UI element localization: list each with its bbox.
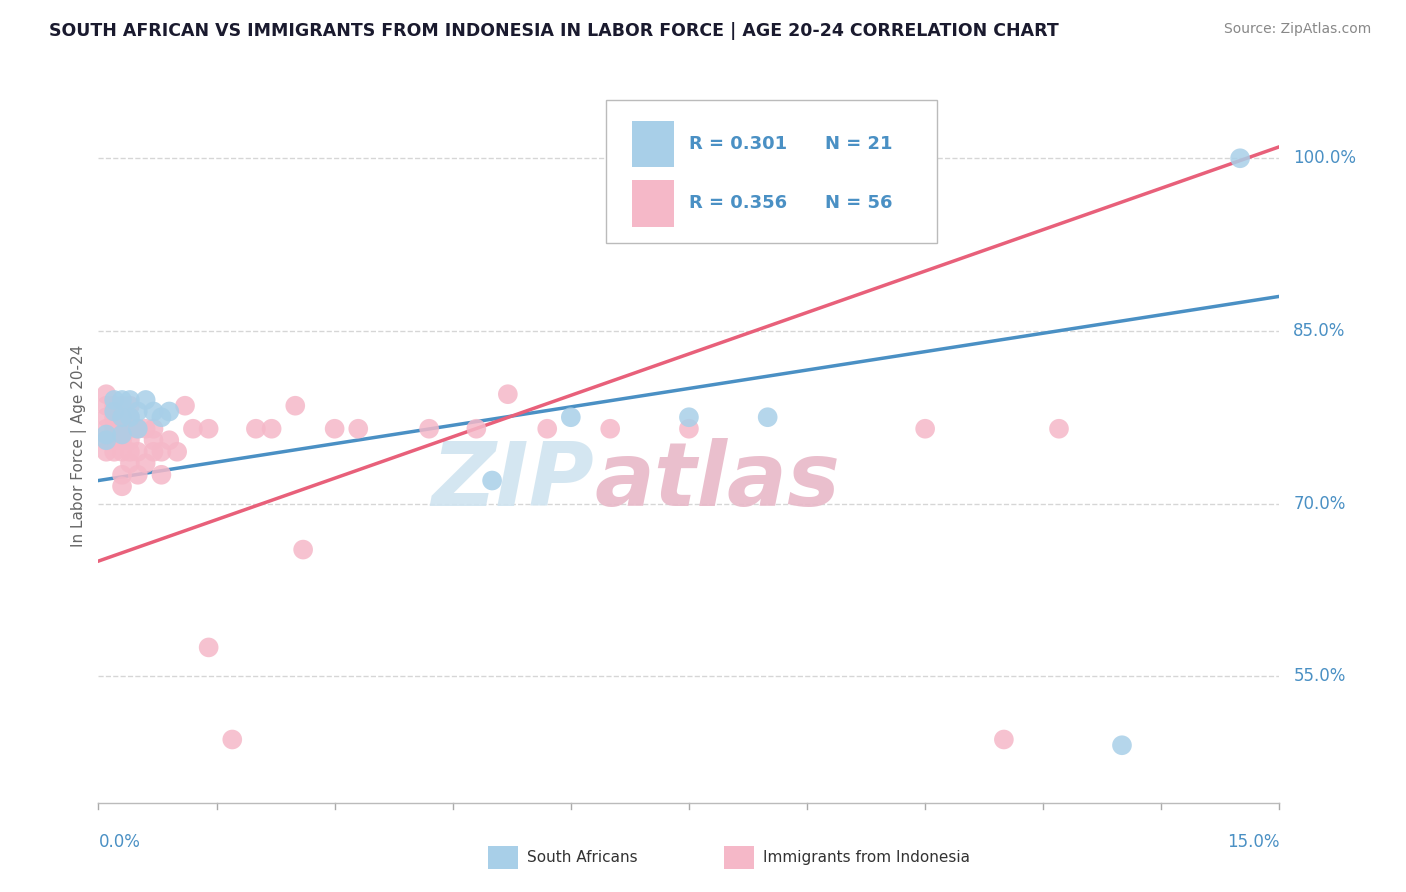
- Point: [496, 387, 519, 401]
- Point: [1047, 422, 1070, 436]
- Point: [111, 422, 134, 436]
- Point: [418, 422, 440, 436]
- Point: [111, 434, 134, 448]
- Point: [260, 422, 283, 436]
- Point: [103, 404, 125, 418]
- Point: [221, 732, 243, 747]
- Text: SOUTH AFRICAN VS IMMIGRANTS FROM INDONESIA IN LABOR FORCE | AGE 20-24 CORRELATIO: SOUTH AFRICAN VS IMMIGRANTS FROM INDONES…: [49, 22, 1059, 40]
- Point: [599, 422, 621, 436]
- Point: [536, 422, 558, 436]
- Text: N = 56: N = 56: [825, 194, 893, 212]
- Point: [142, 404, 165, 418]
- Point: [111, 410, 134, 425]
- Text: 70.0%: 70.0%: [1294, 494, 1346, 513]
- Text: South Africans: South Africans: [527, 850, 638, 865]
- Point: [135, 456, 157, 470]
- Point: [111, 410, 134, 425]
- Point: [118, 422, 141, 436]
- Point: [157, 404, 180, 418]
- Point: [197, 422, 219, 436]
- Point: [111, 479, 134, 493]
- Text: atlas: atlas: [595, 438, 841, 525]
- Text: 55.0%: 55.0%: [1294, 667, 1346, 685]
- Point: [111, 444, 134, 458]
- Point: [103, 434, 125, 448]
- Text: R = 0.356: R = 0.356: [689, 194, 787, 212]
- Point: [96, 444, 118, 458]
- Text: 85.0%: 85.0%: [1294, 322, 1346, 340]
- FancyBboxPatch shape: [606, 100, 936, 243]
- Point: [96, 427, 118, 442]
- Text: Source: ZipAtlas.com: Source: ZipAtlas.com: [1223, 22, 1371, 37]
- Point: [181, 422, 204, 436]
- Point: [111, 467, 134, 482]
- Point: [127, 422, 149, 436]
- Bar: [633, 180, 673, 227]
- Text: 15.0%: 15.0%: [1227, 833, 1279, 851]
- Point: [323, 422, 346, 436]
- Point: [103, 399, 125, 413]
- Point: [111, 427, 134, 442]
- Point: [1229, 151, 1251, 165]
- Point: [127, 444, 149, 458]
- Point: [118, 434, 141, 448]
- Point: [135, 422, 157, 436]
- Point: [142, 422, 165, 436]
- Point: [678, 422, 700, 436]
- Point: [96, 434, 118, 448]
- Point: [142, 434, 165, 448]
- Point: [465, 422, 488, 436]
- Point: [127, 422, 149, 436]
- Point: [174, 399, 197, 413]
- Point: [157, 434, 180, 448]
- Point: [560, 410, 582, 425]
- Point: [118, 456, 141, 470]
- Text: 100.0%: 100.0%: [1294, 149, 1357, 168]
- Text: 0.0%: 0.0%: [98, 833, 141, 851]
- Point: [756, 410, 779, 425]
- Bar: [633, 121, 673, 168]
- Point: [347, 422, 370, 436]
- Point: [150, 467, 173, 482]
- Point: [118, 392, 141, 407]
- Point: [284, 399, 307, 413]
- Y-axis label: In Labor Force | Age 20-24: In Labor Force | Age 20-24: [72, 345, 87, 547]
- Point: [111, 399, 134, 413]
- Point: [103, 410, 125, 425]
- Text: Immigrants from Indonesia: Immigrants from Indonesia: [763, 850, 970, 865]
- Point: [118, 410, 141, 425]
- Point: [111, 392, 134, 407]
- Point: [197, 640, 219, 655]
- Point: [1111, 738, 1133, 752]
- Bar: [488, 847, 517, 869]
- Text: R = 0.301: R = 0.301: [689, 136, 787, 153]
- Text: ZIP: ZIP: [432, 438, 595, 525]
- Point: [914, 422, 936, 436]
- Point: [96, 434, 118, 448]
- Point: [96, 422, 118, 436]
- Bar: [724, 847, 754, 869]
- Point: [142, 444, 165, 458]
- Point: [103, 444, 125, 458]
- Point: [678, 410, 700, 425]
- Point: [993, 732, 1015, 747]
- Point: [96, 410, 118, 425]
- Point: [135, 392, 157, 407]
- Point: [127, 404, 149, 418]
- Point: [96, 387, 118, 401]
- Point: [127, 467, 149, 482]
- Point: [118, 410, 141, 425]
- Point: [118, 444, 141, 458]
- Point: [103, 422, 125, 436]
- Point: [118, 399, 141, 413]
- Point: [481, 474, 503, 488]
- Point: [292, 542, 315, 557]
- Point: [166, 444, 188, 458]
- Point: [103, 392, 125, 407]
- Text: N = 21: N = 21: [825, 136, 893, 153]
- Point: [150, 444, 173, 458]
- Point: [96, 399, 118, 413]
- Point: [245, 422, 267, 436]
- Point: [150, 410, 173, 425]
